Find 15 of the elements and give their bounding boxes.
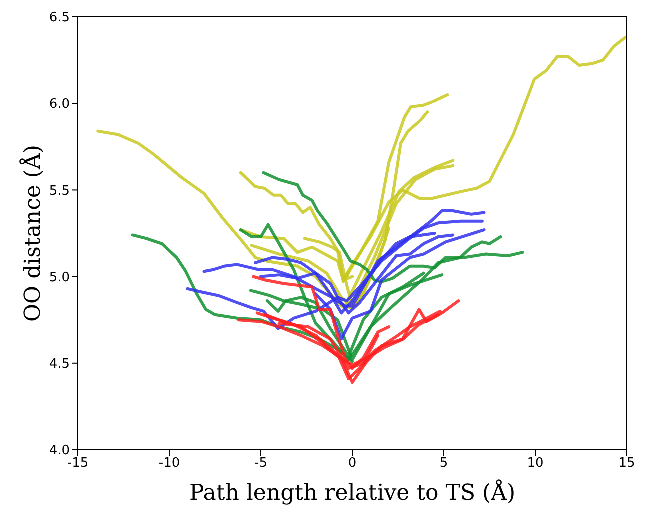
x-tick-label: 10 — [527, 456, 544, 472]
x-tick-label: -5 — [254, 456, 268, 472]
y-tick-label: 4.0 — [49, 444, 70, 459]
y-tick-label: 5.0 — [49, 270, 70, 286]
y-tick-label: 6.5 — [49, 10, 70, 26]
y-tick-label: 6.0 — [49, 97, 70, 112]
x-axis-title: Path length relative to TS (Å) — [189, 479, 516, 506]
y-tick-label: 4.5 — [49, 357, 70, 372]
x-tick-label: 5 — [440, 456, 448, 472]
y-axis-title: OO distance (Å) — [18, 145, 46, 322]
x-tick-label: -10 — [158, 456, 180, 472]
y-tick-label: 5.5 — [49, 184, 70, 199]
x-tick-label: -15 — [67, 456, 89, 472]
x-tick-label: 0 — [348, 456, 357, 472]
x-tick-label: 15 — [618, 456, 636, 472]
